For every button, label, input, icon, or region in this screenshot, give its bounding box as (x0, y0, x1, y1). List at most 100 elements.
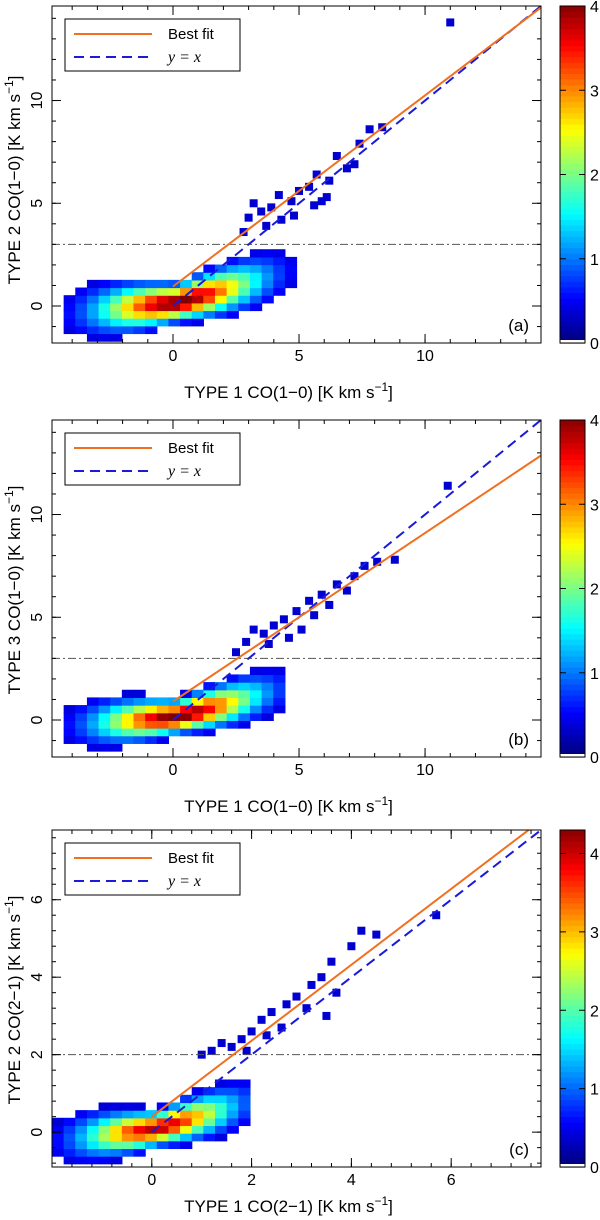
heatmap-cell (273, 674, 286, 683)
scatter-point (360, 561, 369, 570)
colorbar-segment (560, 661, 585, 668)
heatmap-cell (191, 689, 204, 699)
heatmap-cell (238, 264, 251, 273)
heatmap-cell (180, 1094, 193, 1104)
heatmap-cell (110, 295, 123, 304)
heatmap-cell (215, 697, 228, 706)
colorbar-segment (560, 1037, 585, 1045)
heatmap-cell (121, 689, 135, 699)
heatmap-cell (191, 295, 204, 304)
heatmap-cell (226, 302, 239, 312)
heatmap-cell (238, 1087, 251, 1096)
colorbar-segment (560, 45, 585, 52)
scatter-point (350, 160, 359, 169)
heatmap-cell (86, 1110, 100, 1119)
y-tick-label: 0 (29, 715, 46, 724)
heatmap-cell (133, 1110, 146, 1119)
colorbar-segment (560, 425, 585, 432)
heatmap-cell (261, 682, 274, 691)
colorbar-segment (560, 521, 585, 528)
colorbar-segment (560, 886, 585, 893)
plot-frame (51, 829, 542, 1168)
colorbar-tick-label: 1 (590, 1082, 599, 1099)
heatmap-cell (86, 287, 100, 296)
colorbar-segment (560, 264, 585, 271)
colorbar-segment (560, 281, 585, 288)
heatmap-cell (121, 1117, 135, 1127)
plot-area (52, 420, 541, 752)
heatmap-cell (110, 712, 123, 721)
heatmap-cell (98, 295, 111, 304)
chart-panel-3: 0 2 4 6 0 2 4 6 TYPE 1 CO(2−1) [K km s−1] TYPE 2 … (2, 829, 599, 1216)
heatmap-cell (145, 310, 158, 319)
heatmap-cell (168, 287, 181, 296)
heatmap-cell (203, 1117, 216, 1127)
colorbar-segment (560, 180, 585, 187)
colorbar-segment (560, 830, 585, 837)
colorbar-segment (560, 1133, 585, 1140)
scatter-point (257, 207, 266, 216)
heatmap-cell (215, 302, 228, 312)
heatmap-cell (63, 735, 76, 744)
heatmap-cell (98, 1133, 111, 1142)
heatmap-cell (75, 1125, 88, 1134)
colorbar-segment (560, 599, 585, 606)
colorbar-segment (560, 712, 585, 719)
heatmap-cell (121, 318, 135, 327)
legend-label-best-fit: Best fit (168, 26, 215, 43)
heatmap-cell (238, 689, 251, 699)
heatmap-cell (191, 1087, 204, 1096)
scatter-point (310, 201, 319, 210)
heatmap-cell (180, 720, 193, 729)
colorbar-zero-band (560, 754, 585, 757)
heatmap-cell (133, 712, 146, 721)
colorbar-segment (560, 577, 585, 584)
heatmap-cell (156, 318, 170, 327)
heatmap-cell (86, 295, 100, 304)
heatmap-cell (203, 310, 216, 319)
heatmap-cell (261, 264, 274, 273)
legend: Best fit y = x (64, 18, 241, 72)
heatmap-cell (238, 697, 251, 706)
heatmap-cell (203, 689, 216, 699)
heatmap-cell (98, 705, 111, 714)
legend-label-identity: y = x (166, 873, 201, 890)
heatmap-cell (156, 295, 170, 304)
heatmap-cell (261, 249, 274, 258)
heatmap-cell (63, 720, 76, 729)
heatmap-cell (133, 697, 146, 706)
colorbar-segment (560, 515, 585, 522)
heatmap-cell (238, 705, 251, 714)
legend-box (64, 18, 241, 72)
colorbar-segment (560, 11, 585, 18)
colorbar-segment (560, 639, 585, 646)
colorbar-segment (560, 247, 585, 254)
heatmap-cell (121, 1125, 135, 1134)
heatmap-cell (203, 287, 216, 296)
heatmap-cell (145, 279, 158, 289)
scatter-point (292, 992, 301, 1001)
colorbar-segment (560, 22, 585, 30)
colorbar-segment (560, 219, 585, 226)
heatmap-cell (121, 1102, 135, 1111)
colorbar-segment (560, 157, 585, 164)
colorbar-segment (560, 309, 585, 316)
legend-label-identity: y = x (166, 49, 201, 66)
scatter-point (259, 629, 268, 638)
heatmap-cell (145, 1117, 158, 1127)
heatmap-cell (203, 720, 216, 729)
heatmap-cell (86, 325, 100, 335)
colorbar-segment (560, 588, 585, 595)
heatmap-cell (261, 295, 274, 304)
heatmap-cell (52, 1125, 65, 1134)
heatmap-cell (226, 705, 239, 714)
colorbar: 0 1 2 3 4 (559, 0, 599, 353)
heatmap-cell (273, 272, 286, 281)
colorbar-segment (560, 706, 585, 713)
heatmap-cell (86, 697, 100, 706)
colorbar-segment (560, 213, 585, 221)
heatmap-cell (133, 318, 146, 327)
heatmap-cell (180, 1133, 193, 1142)
heatmap-cell (215, 1102, 228, 1111)
heatmap-cell (52, 1140, 65, 1150)
